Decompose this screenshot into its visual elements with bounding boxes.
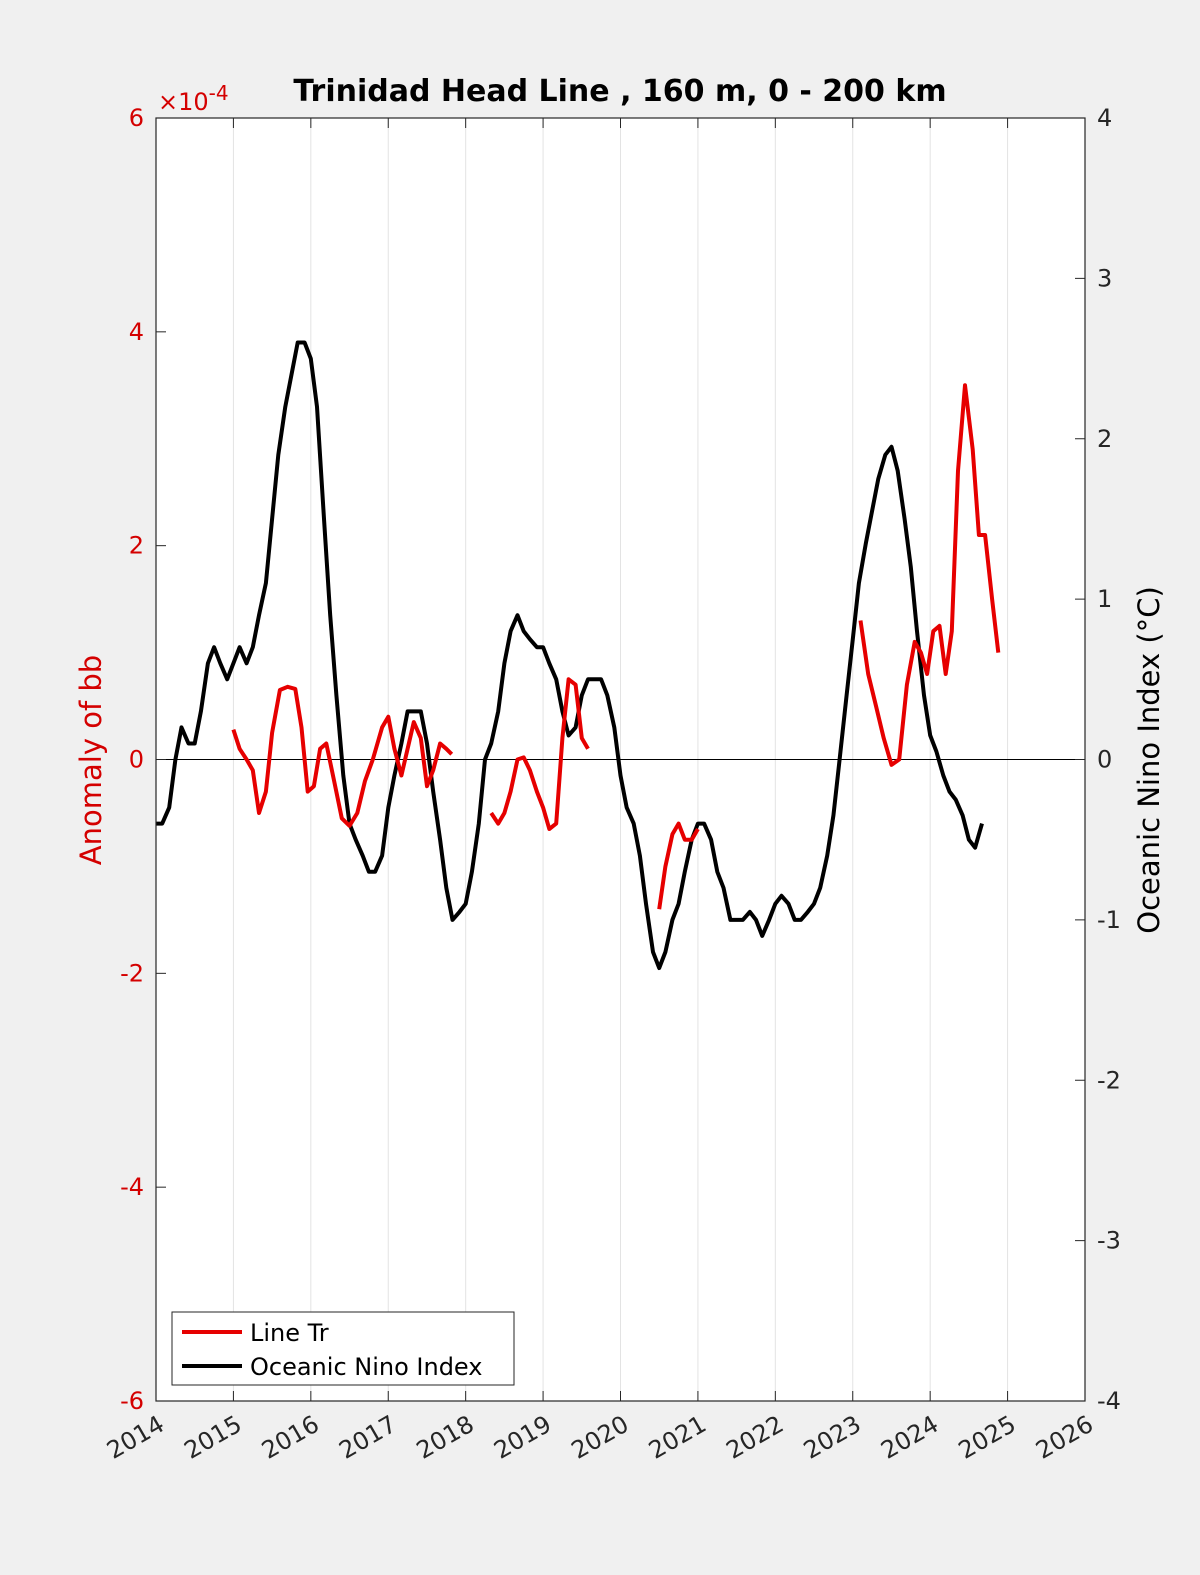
series-line-line-tr [231, 684, 454, 828]
left-axis-exponent: ×10-4 [158, 81, 229, 116]
series-layer [156, 340, 1001, 970]
legend-label-line-tr: Line Tr [250, 1319, 329, 1347]
right-y-tick-label: -4 [1097, 1387, 1121, 1415]
legend-label-oni: Oceanic Nino Index [250, 1353, 482, 1381]
series-line-line-tr [657, 821, 700, 910]
left-y-tick-label: 2 [129, 532, 144, 560]
legend-box [171, 1311, 515, 1386]
right-y-tick-label: 4 [1097, 104, 1112, 132]
left-y-tick-label: 6 [129, 104, 144, 132]
right-axis-label: Oceanic Nino Index (°C) [1132, 586, 1166, 934]
right-y-tick-label: 3 [1097, 264, 1112, 292]
legend: Line Tr Oceanic Nino Index [171, 1311, 515, 1386]
series-line-line-tr [858, 383, 1001, 767]
left-y-tick-label: -2 [120, 959, 144, 987]
right-y-tick-label: -3 [1097, 1227, 1121, 1255]
right-y-tick-label: 1 [1097, 585, 1112, 613]
right-y-tick-label: -1 [1097, 906, 1121, 934]
series-line-oceanic-nino-index [156, 340, 984, 970]
left-y-tick-label: 4 [129, 318, 144, 346]
right-y-tick-label: 0 [1097, 746, 1112, 774]
chart-title: Trinidad Head Line , 160 m, 0 - 200 km [293, 74, 946, 109]
left-axis-label: Anomaly of bb [74, 655, 108, 865]
series-line-line-tr [489, 677, 590, 831]
right-y-tick-label: 2 [1097, 425, 1112, 453]
left-y-tick-label: -4 [120, 1173, 144, 1201]
left-y-tick-label: 0 [129, 746, 144, 774]
right-y-tick-label: -2 [1097, 1066, 1121, 1094]
left-y-tick-label: -6 [120, 1387, 144, 1415]
